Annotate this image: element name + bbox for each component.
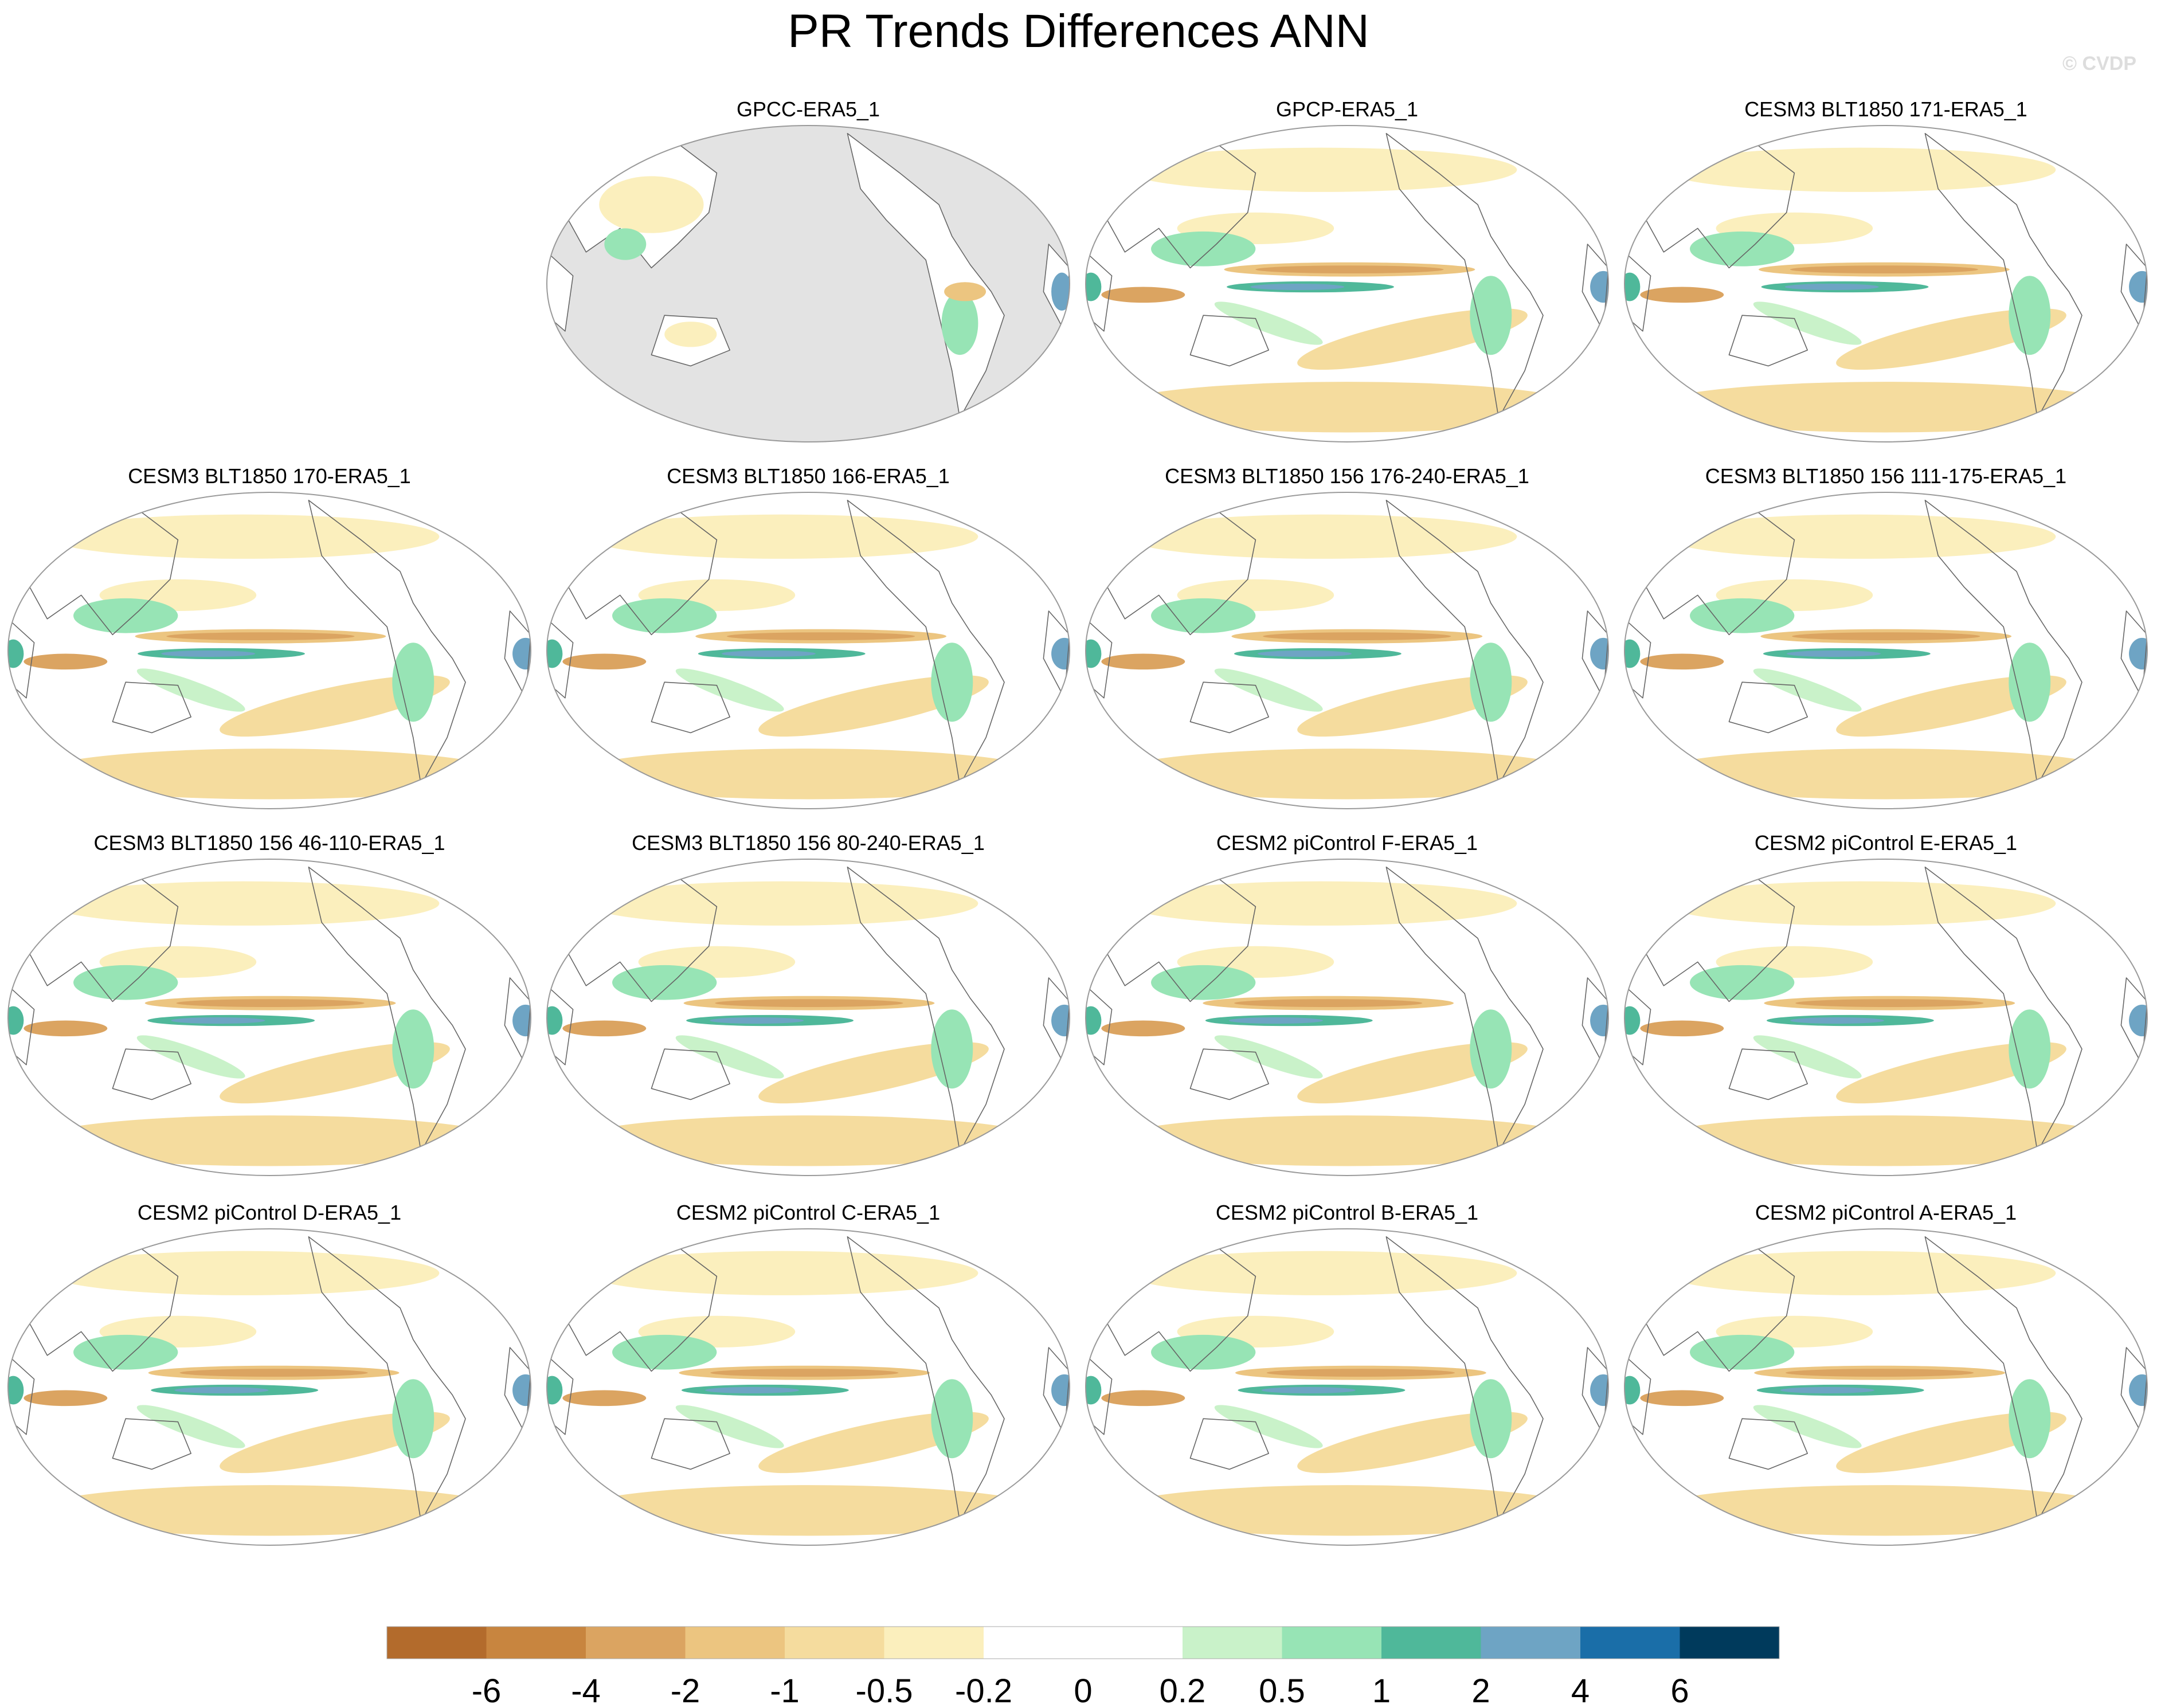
colorbar-swatch xyxy=(785,1627,884,1659)
watermark: © CVDP xyxy=(2062,53,2136,75)
map-panel xyxy=(1624,1228,2148,1546)
panel-title: CESM2 piControl A-ERA5_1 xyxy=(1755,1201,2017,1224)
panel-title: CESM2 piControl F-ERA5_1 xyxy=(1216,831,1478,855)
colorbar-swatch xyxy=(984,1627,1083,1659)
colorbar-tick-label: 2 xyxy=(1471,1672,1490,1708)
panel-title: GPCC-ERA5_1 xyxy=(736,97,880,121)
colorbar-swatch xyxy=(1083,1627,1183,1659)
colorbar-tick-label: -0.2 xyxy=(955,1672,1012,1708)
panel-title: CESM3 BLT1850 156 46-110-ERA5_1 xyxy=(93,831,445,855)
panel-title: CESM3 BLT1850 156 111-175-ERA5_1 xyxy=(1705,464,2067,488)
panel-title: CESM3 BLT1850 156 176-240-ERA5_1 xyxy=(1165,464,1529,488)
panel-title: CESM2 piControl E-ERA5_1 xyxy=(1754,831,2018,855)
colorbar-swatch xyxy=(685,1627,785,1659)
colorbar-tick-label: 1 xyxy=(1372,1672,1391,1708)
map-panel xyxy=(546,859,1070,1176)
map-panel xyxy=(546,125,1070,442)
map-panel xyxy=(1624,125,2148,442)
map-panel xyxy=(7,859,531,1176)
map-panel xyxy=(1624,859,2148,1176)
panel-title: CESM2 piControl C-ERA5_1 xyxy=(676,1201,941,1224)
map-panel xyxy=(7,492,531,809)
panel-title: CESM2 piControl B-ERA5_1 xyxy=(1215,1201,1479,1224)
map-panel xyxy=(1085,492,1609,809)
colorbar-swatch xyxy=(1481,1627,1581,1659)
colorbar-swatch xyxy=(1282,1627,1382,1659)
map-panel xyxy=(1624,492,2148,809)
colorbar-swatch xyxy=(387,1627,487,1659)
colorbar-swatch xyxy=(884,1627,984,1659)
colorbar-swatch xyxy=(1580,1627,1680,1659)
map-panel xyxy=(546,492,1070,809)
colorbar-tick-label: 4 xyxy=(1571,1672,1590,1708)
colorbar-swatch xyxy=(486,1627,586,1659)
colorbar-tick-label: -4 xyxy=(571,1672,601,1708)
figure-title: PR Trends Differences ANN xyxy=(788,5,1369,57)
panel-title: CESM3 BLT1850 166-ERA5_1 xyxy=(667,464,950,488)
map-panel xyxy=(1085,1228,1609,1546)
map-panel xyxy=(546,1228,1070,1546)
colorbar-tick-label: 0.5 xyxy=(1259,1672,1305,1708)
colorbar-swatch xyxy=(1381,1627,1481,1659)
colorbar-tick-label: -2 xyxy=(671,1672,700,1708)
panel-title: CESM3 BLT1850 156 80-240-ERA5_1 xyxy=(632,831,985,855)
map-panel xyxy=(1085,859,1609,1176)
colorbar-swatch xyxy=(586,1627,686,1659)
panel-title: CESM3 BLT1850 170-ERA5_1 xyxy=(128,464,411,488)
colorbar-swatch xyxy=(1680,1627,1780,1659)
colorbar-tick-label: -1 xyxy=(770,1672,800,1708)
colorbar-tick-label: 0.2 xyxy=(1160,1672,1206,1708)
colorbar-tick-label: -6 xyxy=(472,1672,502,1708)
colorbar-tick-label: 6 xyxy=(1670,1672,1689,1708)
colorbar-tick-label: 0 xyxy=(1074,1672,1092,1708)
panel-title: CESM2 piControl D-ERA5_1 xyxy=(137,1201,402,1224)
map-panel xyxy=(1085,125,1609,442)
colorbar-swatch xyxy=(1183,1627,1282,1659)
panel-title: CESM3 BLT1850 171-ERA5_1 xyxy=(1744,97,2027,121)
panel-title: GPCP-ERA5_1 xyxy=(1275,97,1419,121)
colorbar-tick-label: -0.5 xyxy=(856,1672,913,1708)
map-panel xyxy=(7,1228,531,1546)
